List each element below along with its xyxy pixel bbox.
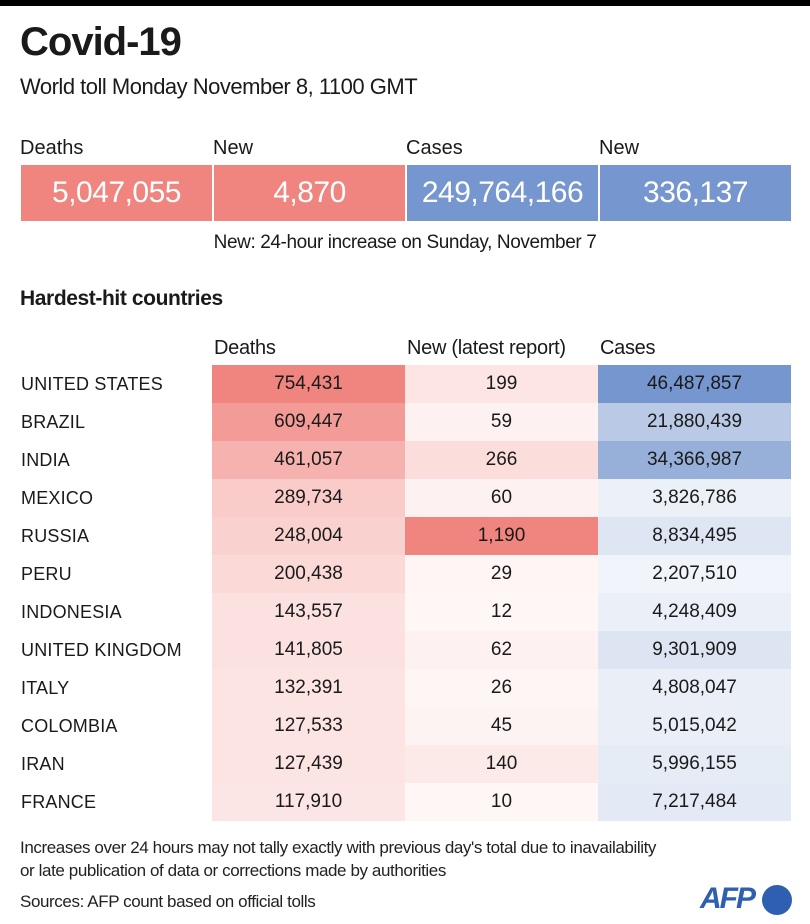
new-note: New: 24-hour increase on Sunday, Novembe…: [213, 232, 597, 253]
column-header-deaths: Deaths: [214, 337, 276, 359]
table-row: INDONESIA 143,557 12 4,248,409: [0, 593, 810, 631]
cell-cases: 3,826,786: [598, 479, 791, 517]
cell-deaths: 132,391: [212, 669, 405, 707]
country-name: ITALY: [21, 678, 70, 698]
cell-new: 266: [405, 441, 598, 479]
cell-cases: 2,207,510: [598, 555, 791, 593]
cell-cases: 9,301,909: [598, 631, 791, 669]
world-deaths-label: Deaths: [20, 137, 84, 159]
cell-deaths: 461,057: [212, 441, 405, 479]
cell-new: 199: [405, 365, 598, 403]
footnote-line-1: Increases over 24 hours may not tally ex…: [20, 838, 656, 857]
cell-deaths: 248,004: [212, 517, 405, 555]
cell-new: 60: [405, 479, 598, 517]
cell-deaths: 609,447: [212, 403, 405, 441]
country-name: IRAN: [21, 754, 65, 774]
cell-deaths: 200,438: [212, 555, 405, 593]
world-cases-value: 249,764,166: [407, 165, 598, 221]
title: Covid-19: [20, 20, 182, 64]
country-name: UNITED STATES: [21, 374, 163, 394]
table-row: FRANCE 117,910 10 7,217,484: [0, 783, 810, 821]
country-name: INDONESIA: [21, 602, 122, 622]
cell-cases: 4,808,047: [598, 669, 791, 707]
country-name: RUSSIA: [21, 526, 90, 546]
country-name: MEXICO: [21, 488, 94, 508]
column-header-cases: Cases: [600, 337, 656, 359]
cell-cases: 7,217,484: [598, 783, 791, 821]
top-bar: [0, 0, 810, 6]
cell-new: 10: [405, 783, 598, 821]
table-row: RUSSIA 248,004 1,190 8,834,495: [0, 517, 810, 555]
afp-logo: AFP: [700, 882, 756, 915]
sources: Sources: AFP count based on official tol…: [20, 892, 316, 911]
cell-new: 29: [405, 555, 598, 593]
cell-new: 45: [405, 707, 598, 745]
country-name: BRAZIL: [21, 412, 86, 432]
cell-deaths: 127,439: [212, 745, 405, 783]
cell-deaths: 289,734: [212, 479, 405, 517]
cell-new: 26: [405, 669, 598, 707]
cell-cases: 21,880,439: [598, 403, 791, 441]
cell-new: 62: [405, 631, 598, 669]
world-new-cases-value: 336,137: [600, 165, 791, 221]
table-row: COLOMBIA 127,533 45 5,015,042: [0, 707, 810, 745]
table-row: UNITED STATES 754,431 199 46,487,857: [0, 365, 810, 403]
world-deaths-value: 5,047,055: [21, 165, 212, 221]
subtitle: World toll Monday November 8, 1100 GMT: [20, 74, 418, 99]
cell-cases: 4,248,409: [598, 593, 791, 631]
country-name: UNITED KINGDOM: [21, 640, 182, 660]
cell-new: 12: [405, 593, 598, 631]
table-row: PERU 200,438 29 2,207,510: [0, 555, 810, 593]
cell-cases: 5,996,155: [598, 745, 791, 783]
country-name: COLOMBIA: [21, 716, 118, 736]
cell-new: 1,190: [405, 517, 598, 555]
table-row: INDIA 461,057 266 34,366,987: [0, 441, 810, 479]
country-name: INDIA: [21, 450, 71, 470]
cell-deaths: 127,533: [212, 707, 405, 745]
table-row: ITALY 132,391 26 4,808,047: [0, 669, 810, 707]
world-cases-label: Cases: [406, 137, 463, 159]
cell-deaths: 141,805: [212, 631, 405, 669]
cell-new: 140: [405, 745, 598, 783]
table-row: UNITED KINGDOM 141,805 62 9,301,909: [0, 631, 810, 669]
cell-deaths: 754,431: [212, 365, 405, 403]
table-row: BRAZIL 609,447 59 21,880,439: [0, 403, 810, 441]
country-name: PERU: [21, 564, 72, 584]
afp-logo-dot: [762, 885, 792, 915]
column-header-new: New (latest report): [407, 337, 566, 359]
footnote-line-2: or late publication of data or correctio…: [20, 861, 446, 880]
cell-deaths: 117,910: [212, 783, 405, 821]
world-new-deaths-label: New: [213, 137, 254, 159]
country-name: FRANCE: [21, 792, 97, 812]
table-row: IRAN 127,439 140 5,996,155: [0, 745, 810, 783]
section-title: Hardest-hit countries: [20, 287, 223, 310]
cell-cases: 46,487,857: [598, 365, 791, 403]
cell-cases: 8,834,495: [598, 517, 791, 555]
cell-cases: 5,015,042: [598, 707, 791, 745]
cell-new: 59: [405, 403, 598, 441]
cell-deaths: 143,557: [212, 593, 405, 631]
world-new-deaths-value: 4,870: [214, 165, 405, 221]
cell-cases: 34,366,987: [598, 441, 791, 479]
table-row: MEXICO 289,734 60 3,826,786: [0, 479, 810, 517]
world-new-cases-label: New: [599, 137, 640, 159]
